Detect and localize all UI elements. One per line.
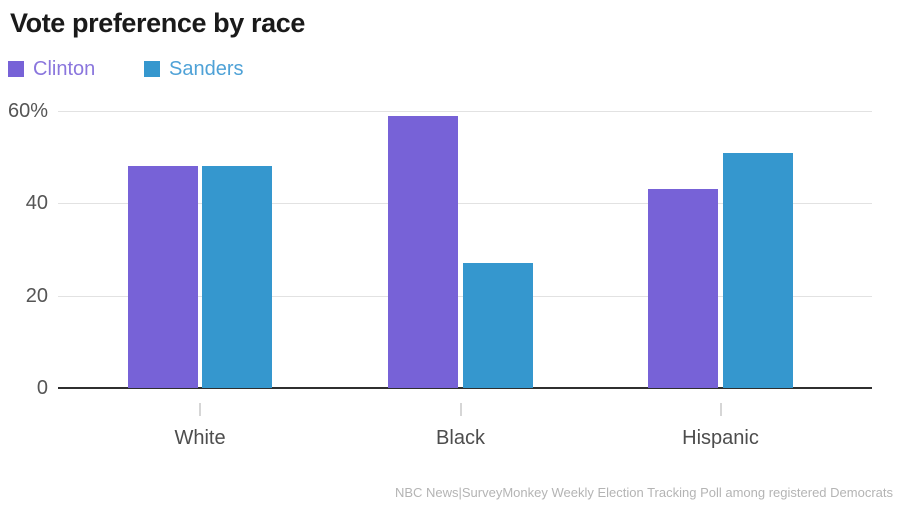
y-axis-label-60: 60% xyxy=(7,100,48,122)
bar-clinton-hispanic xyxy=(648,189,719,388)
x-axis-label-black: Black xyxy=(436,427,485,449)
bar-clinton-white xyxy=(127,166,198,388)
x-axis-tick-black xyxy=(459,403,462,416)
source-footnote: NBC News|SurveyMonkey Weekly Election Tr… xyxy=(394,485,893,500)
y-axis-label-20: 20 xyxy=(25,284,48,307)
x-axis-label-white: White xyxy=(174,427,226,449)
legend-label-clinton: Clinton xyxy=(33,58,96,80)
x-axis-line xyxy=(58,387,872,389)
sanders-legend-swatch-icon xyxy=(144,61,160,77)
y-axis-label-0: 0 xyxy=(36,377,48,399)
x-axis-tick-hispanic xyxy=(719,403,722,416)
bar-sanders-hispanic xyxy=(722,152,793,388)
y-axis-label-40: 40 xyxy=(25,192,48,215)
legend-item-sanders: Sanders xyxy=(144,59,244,79)
gridline-40 xyxy=(58,203,872,205)
legend-label-sanders: Sanders xyxy=(169,58,244,80)
x-axis-tick-white xyxy=(199,403,201,416)
chart-title: Vote preference by race xyxy=(10,8,305,38)
clinton-legend-swatch-icon xyxy=(8,61,24,77)
gridline-60 xyxy=(58,111,872,112)
bar-clinton-black xyxy=(388,115,459,388)
legend-item-clinton: Clinton xyxy=(8,59,95,79)
bar-sanders-black xyxy=(462,263,533,388)
bar-sanders-white xyxy=(202,166,273,388)
x-axis-label-hispanic: Hispanic xyxy=(682,427,759,449)
